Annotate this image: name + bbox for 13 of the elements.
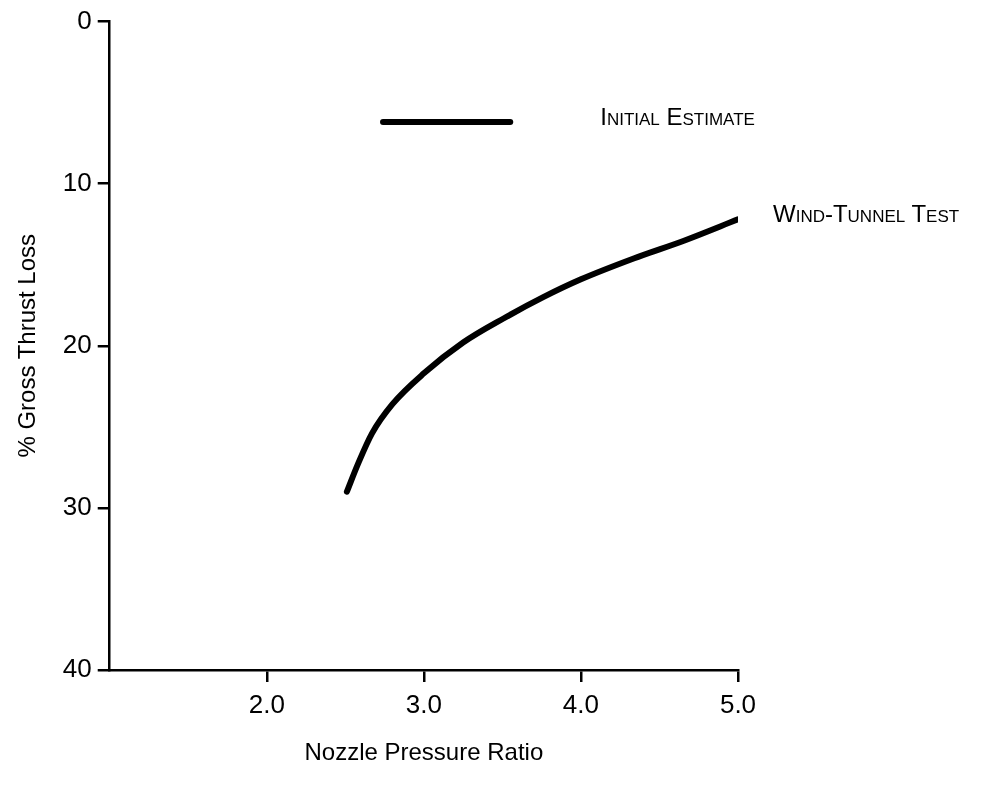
y-tick-label: 0 [77,4,92,35]
x-tick-label: 3.0 [405,688,442,719]
x-tick-label: 2.0 [248,688,285,719]
y-tick-label: 40 [62,653,92,684]
x-tick-label: 4.0 [562,688,600,719]
series-label: Wind-Tunnel Test [773,199,960,227]
x-tick-label: 5.0 [719,688,757,719]
y-tick-label: 10 [62,166,92,197]
y-tick-label: 30 [62,491,92,522]
x-axis-title: Nozzle Pressure Ratio [304,738,544,766]
y-axis-title: % Gross Thrust Loss [13,233,41,458]
y-tick-label: 20 [62,328,92,359]
text: Initial Estimate [600,102,755,130]
